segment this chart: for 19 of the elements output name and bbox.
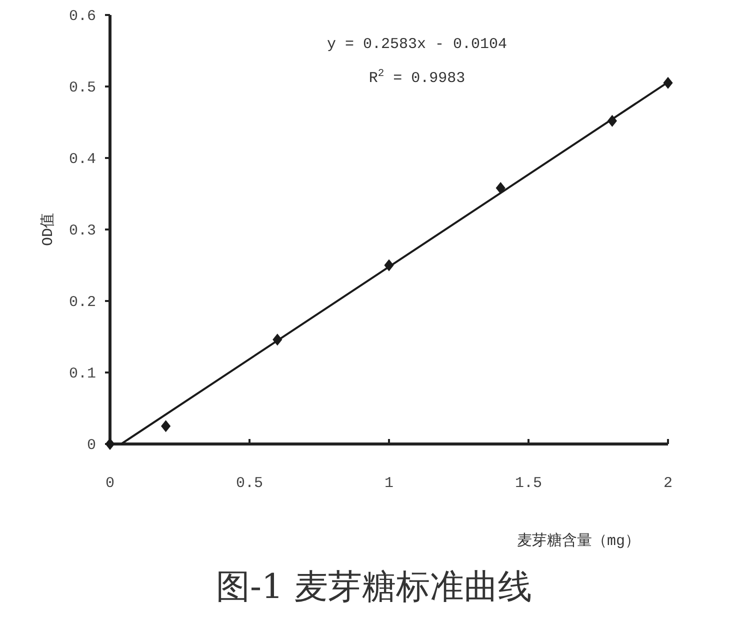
ytick: 0: [86, 437, 96, 454]
annotation: y = 0.2583x - 0.0104: [326, 36, 508, 53]
ytick: 0.4: [68, 151, 96, 168]
x-axis-title: 麦芽糖含量（mg）: [516, 532, 640, 550]
ytick: 0.2: [68, 294, 96, 311]
ytick: 0.6: [68, 8, 96, 25]
y-axis-title: OD值: [40, 212, 57, 246]
x-tick-label: 2: [663, 475, 673, 492]
ytick: 0.1: [68, 366, 96, 382]
text: 图-1 麦芽糖标准曲线: [216, 567, 532, 607]
ytick: 0.5: [68, 80, 96, 96]
point: [105, 438, 115, 450]
x-tick-label: 0.5: [236, 475, 264, 492]
point: [161, 420, 171, 432]
x-tick-label: 0: [105, 475, 115, 492]
x-tick-label: 1: [384, 475, 394, 492]
x-tick-label: 1.5: [514, 475, 542, 492]
annotation: R$^{2}$ = 0.9983: [368, 68, 466, 87]
ytick: 0.3: [68, 222, 96, 240]
